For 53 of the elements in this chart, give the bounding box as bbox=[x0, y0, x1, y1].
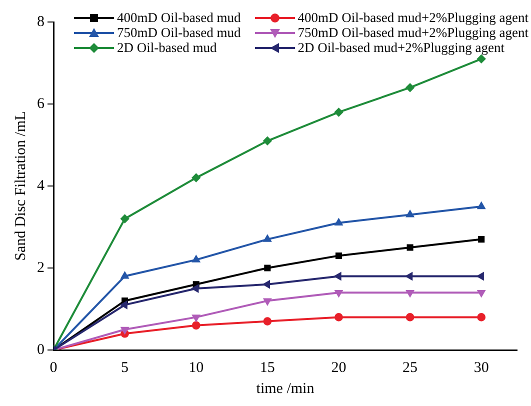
point bbox=[264, 235, 272, 242]
point bbox=[263, 280, 270, 288]
point bbox=[121, 272, 129, 279]
point bbox=[192, 284, 199, 292]
point bbox=[406, 272, 413, 280]
point bbox=[192, 321, 200, 330]
point bbox=[192, 314, 200, 322]
y-tick-label: 4 bbox=[37, 178, 45, 194]
point bbox=[478, 236, 485, 243]
point bbox=[263, 136, 272, 146]
point bbox=[121, 326, 129, 334]
legend-label: 2D Oil-based mud bbox=[117, 40, 217, 55]
point bbox=[477, 313, 486, 322]
point bbox=[334, 272, 342, 280]
point bbox=[334, 108, 343, 116]
point bbox=[406, 83, 414, 92]
point bbox=[406, 210, 414, 218]
legend-label: 400mD Oil-based mud+2%Plugging agent bbox=[298, 10, 528, 25]
point bbox=[477, 272, 484, 280]
y-tick-label: 0 bbox=[37, 342, 44, 358]
point bbox=[192, 174, 200, 182]
point bbox=[263, 317, 272, 326]
point bbox=[406, 290, 414, 297]
point bbox=[334, 313, 343, 322]
point bbox=[264, 298, 272, 305]
point bbox=[478, 290, 486, 297]
point bbox=[334, 218, 342, 226]
point bbox=[120, 301, 128, 309]
point bbox=[477, 54, 486, 64]
point bbox=[264, 264, 271, 272]
point bbox=[120, 214, 130, 223]
legend-label: 750mD Oil-based mud+2%Plugging agent bbox=[298, 25, 528, 40]
x-tick-label: 20 bbox=[331, 360, 346, 376]
point bbox=[334, 290, 342, 297]
point bbox=[335, 252, 342, 259]
y-tick-label: 6 bbox=[37, 96, 45, 112]
point bbox=[406, 244, 414, 251]
x-tick-label: 0 bbox=[50, 360, 58, 376]
point bbox=[406, 313, 414, 322]
x-tick-label: 10 bbox=[188, 360, 204, 376]
x-tick-label: 30 bbox=[474, 360, 489, 376]
y-tick-label: 2 bbox=[37, 260, 44, 276]
y-tick-label: 8 bbox=[37, 14, 44, 30]
point bbox=[192, 256, 200, 262]
x-tick-label: 25 bbox=[402, 360, 418, 376]
x-tick-label: 5 bbox=[121, 360, 129, 376]
x-tick-label: 15 bbox=[260, 360, 275, 376]
x-axis-title: time /min bbox=[256, 380, 315, 397]
legend-label: 750mD Oil-based mud bbox=[117, 25, 241, 40]
point bbox=[478, 202, 486, 210]
legend-label: 2D Oil-based mud+2%Plugging agent bbox=[298, 40, 504, 55]
y-axis-title: Sand Disc Filtration /mL bbox=[12, 111, 29, 261]
legend-label: 400mD Oil-based mud bbox=[117, 10, 241, 25]
